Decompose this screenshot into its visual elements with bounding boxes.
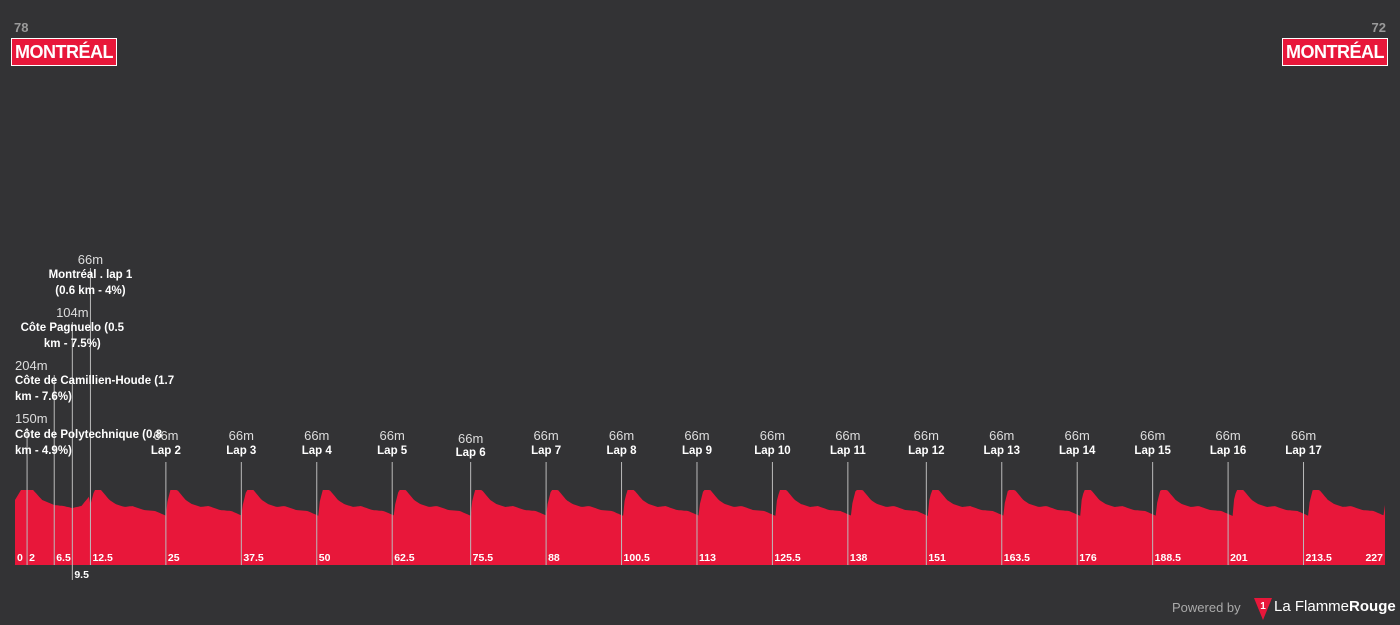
marker-name: Lap 5 [377, 445, 408, 457]
marker-name: Côte Pagnuelo (0.5 km - 7.5%) [20, 322, 125, 350]
km-label: 213.5 [1305, 552, 1332, 564]
marker-name: Lap 3 [226, 445, 257, 457]
marker-name: Lap 4 [301, 445, 332, 457]
km-label: 188.5 [1154, 552, 1181, 564]
marker-elevation: 66m [533, 428, 559, 443]
km-label: 9.5 [74, 569, 89, 581]
marker-elevation: 104m [56, 305, 89, 320]
marker-elevation: 66m [1139, 428, 1166, 443]
km-label: 227 [1365, 552, 1383, 564]
km-label: 6.5 [56, 552, 71, 564]
marker-elevation: 66m [153, 428, 179, 443]
marker-name: Lap 10 [754, 445, 791, 457]
brand-bold: Rouge [1349, 598, 1396, 615]
km-label: 2 [29, 552, 35, 564]
km-label: 176 [1079, 552, 1097, 564]
marker-elevation: 150m [15, 411, 48, 426]
marker-name: Lap 6 [455, 447, 486, 459]
km-label: 50 [318, 552, 331, 564]
km-label: 0 [17, 552, 23, 564]
marker-name: Côte de Polytechnique (0.8 km - 4.9%) [15, 429, 162, 457]
marker-elevation: 66m [228, 428, 254, 443]
marker-name: Côte de Camillien-Houde (1.7 km - 7.6%) [15, 375, 175, 403]
powered-by: Powered by [1172, 600, 1241, 615]
marker-name: Montréal . lap 1 (0.6 km - 4%) [48, 269, 133, 297]
marker-elevation: 66m [77, 252, 104, 267]
finish-elevation: 72 [1371, 20, 1386, 35]
km-label: 88 [548, 552, 560, 564]
km-label: 37.5 [243, 552, 264, 564]
km-label: 151 [928, 552, 946, 564]
km-label: 75.5 [472, 552, 494, 564]
marker-elevation: 66m [458, 431, 484, 446]
marker-name: Lap 16 [1209, 445, 1247, 457]
km-label: 113 [698, 552, 716, 564]
marker-elevation: 66m [989, 428, 1015, 443]
km-label: 100.5 [623, 552, 650, 564]
km-label: 62.5 [394, 552, 415, 564]
marker-elevation: 66m [1215, 428, 1241, 443]
marker-elevation: 204m [15, 358, 48, 373]
marker-name: Lap 15 [1134, 445, 1171, 457]
km-label: 12.5 [92, 552, 113, 564]
start-city: MONTRÉAL [11, 38, 117, 66]
start-elevation: 78 [14, 20, 29, 35]
km-label: 125.5 [774, 552, 801, 564]
marker-name: Lap 7 [531, 445, 562, 457]
finish-city: MONTRÉAL [1282, 38, 1388, 66]
marker-name: Lap 13 [983, 445, 1020, 457]
marker-elevation: 66m [379, 428, 405, 443]
marker-name: Lap 14 [1058, 445, 1096, 457]
marker-name: Lap 12 [908, 445, 945, 457]
marker-elevation: 66m [608, 428, 635, 443]
marker-name: Lap 11 [829, 445, 866, 457]
km-label: 25 [167, 552, 180, 564]
marker-name: Lap 2 [150, 445, 181, 457]
brand: La FlammeRouge [1274, 598, 1396, 615]
km-label: 201 [1230, 552, 1248, 564]
marker-name: Lap 8 [606, 445, 637, 457]
brand-text: La Flamme [1274, 598, 1350, 615]
marker-name: Lap 17 [1285, 445, 1322, 457]
marker-elevation: 66m [1290, 428, 1317, 443]
marker-elevation: 66m [913, 428, 939, 443]
profile [15, 490, 1385, 565]
marker-name: Lap 9 [681, 445, 712, 457]
km-label: 138 [849, 552, 868, 564]
marker-elevation: 66m [1064, 428, 1090, 443]
marker-elevation: 66m [759, 428, 786, 443]
marker-elevation: 66m [835, 428, 861, 443]
marker-elevation: 66m [304, 428, 330, 443]
km-label: 163.5 [1003, 552, 1031, 564]
marker-elevation: 66m [684, 428, 710, 443]
